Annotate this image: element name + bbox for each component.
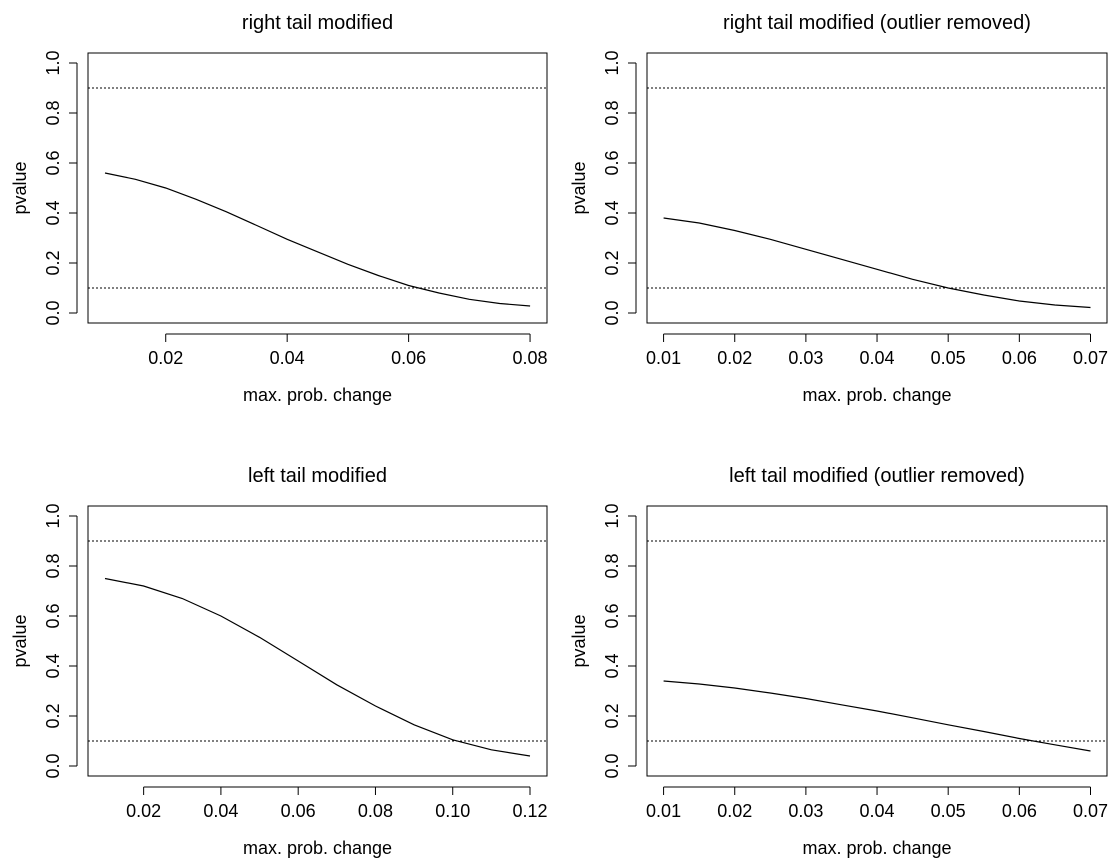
x-tick-label: 0.04	[270, 348, 305, 368]
chart-title: left tail modified (outlier removed)	[729, 465, 1025, 487]
series-line	[104, 172, 531, 307]
y-tick-label: 0.4	[602, 653, 622, 678]
series-line	[663, 217, 1091, 309]
y-tick-label: 0.0	[602, 300, 622, 325]
x-axis-label: max. prob. change	[243, 838, 392, 858]
y-axis-label: pvalue	[10, 161, 30, 214]
x-tick-label: 0.12	[512, 801, 547, 821]
x-tick-label: 0.04	[860, 348, 895, 368]
plot-frame	[87, 52, 548, 324]
x-tick-label: 0.01	[646, 801, 681, 821]
y-tick-label: 1.0	[43, 503, 63, 528]
chart-title: left tail modified	[248, 465, 387, 487]
x-tick-label: 0.10	[435, 801, 470, 821]
chart-panel-4: left tail modified (outlier removed) 0.0 0…	[569, 465, 1108, 858]
plot-frame	[87, 505, 548, 777]
y-tick-label: 0.4	[43, 653, 63, 678]
y-tick-label: 0.2	[602, 703, 622, 728]
x-tick-label: 0.01	[646, 348, 681, 368]
y-tick-label: 0.6	[602, 150, 622, 175]
chart-title: right tail modified (outlier removed)	[723, 12, 1031, 34]
chart-panel-3: left tail modified 0.0 0.2 0.4 0.6 0.8 1.0 0.02…	[10, 465, 548, 858]
x-tick-label: 0.02	[126, 801, 161, 821]
x-tick-label: 0.02	[717, 801, 752, 821]
x-tick-label: 0.04	[860, 801, 895, 821]
y-tick-label: 0.4	[43, 200, 63, 225]
y-axis-label: pvalue	[569, 614, 589, 667]
y-tick-label: 0.0	[43, 300, 63, 325]
y-tick-label: 0.0	[602, 753, 622, 778]
x-tick-label: 0.07	[1073, 801, 1108, 821]
x-tick-label: 0.08	[358, 801, 393, 821]
y-tick-label: 1.0	[602, 50, 622, 75]
y-tick-label: 0.2	[43, 250, 63, 275]
y-axis-label: pvalue	[10, 614, 30, 667]
x-tick-label: 0.05	[931, 801, 966, 821]
y-tick-label: 0.2	[602, 250, 622, 275]
series-line	[104, 577, 531, 757]
y-tick-label: 0.2	[43, 703, 63, 728]
x-tick-label: 0.06	[1002, 801, 1037, 821]
x-tick-label: 0.04	[203, 801, 238, 821]
chart-panel-1: right tail modified 0.0 0.2 0.4 0.6 0.8 1.0 0.0…	[10, 12, 548, 405]
y-tick-label: 0.4	[602, 200, 622, 225]
y-tick-label: 0.6	[602, 603, 622, 628]
y-tick-label: 0.6	[43, 603, 63, 628]
y-axis-label: pvalue	[569, 161, 589, 214]
y-tick-label: 0.8	[602, 100, 622, 125]
x-tick-label: 0.07	[1073, 348, 1108, 368]
x-tick-label: 0.02	[717, 348, 752, 368]
x-tick-label: 0.03	[788, 348, 823, 368]
plot-frame	[646, 505, 1108, 777]
x-axis-label: max. prob. change	[802, 838, 951, 858]
y-tick-label: 0.8	[43, 553, 63, 578]
chart-title: right tail modified	[242, 12, 393, 34]
x-tick-label: 0.03	[788, 801, 823, 821]
y-tick-label: 0.8	[602, 553, 622, 578]
y-tick-label: 0.0	[43, 753, 63, 778]
chart-panel-2: right tail modified (outlier removed) 0.0…	[569, 12, 1108, 405]
x-tick-label: 0.06	[1002, 348, 1037, 368]
x-tick-label: 0.08	[513, 348, 548, 368]
x-tick-label: 0.05	[931, 348, 966, 368]
plot-frame	[646, 52, 1108, 324]
x-tick-label: 0.06	[281, 801, 316, 821]
y-tick-label: 1.0	[43, 50, 63, 75]
y-tick-label: 0.8	[43, 100, 63, 125]
x-tick-label: 0.06	[391, 348, 426, 368]
y-tick-label: 0.6	[43, 150, 63, 175]
x-axis-label: max. prob. change	[243, 385, 392, 405]
x-tick-label: 0.02	[148, 348, 183, 368]
y-tick-label: 1.0	[602, 503, 622, 528]
series-line	[663, 680, 1091, 752]
x-axis-label: max. prob. change	[802, 385, 951, 405]
